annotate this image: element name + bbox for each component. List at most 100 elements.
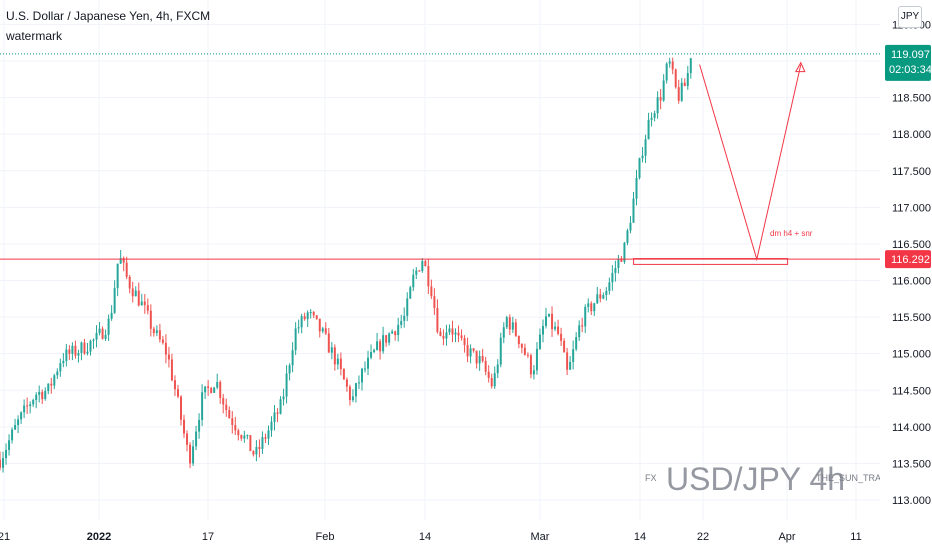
candle-body bbox=[436, 307, 439, 332]
candle-body bbox=[662, 80, 665, 101]
candle-body bbox=[430, 286, 433, 297]
candle-body bbox=[523, 347, 526, 355]
candle-body bbox=[11, 429, 14, 441]
candle-body bbox=[357, 382, 360, 384]
candle-body bbox=[418, 270, 421, 272]
candle-body bbox=[490, 377, 493, 387]
candle-body bbox=[71, 345, 74, 354]
candle-body bbox=[249, 435, 252, 452]
price-tick-label: 117.000 bbox=[892, 202, 931, 214]
candle-body bbox=[557, 326, 560, 334]
candle-body bbox=[502, 327, 505, 338]
candle-body bbox=[617, 258, 620, 269]
candle-body bbox=[397, 324, 400, 336]
candle-body bbox=[611, 272, 614, 283]
candle-body bbox=[228, 410, 231, 419]
candle-body bbox=[367, 357, 370, 369]
candle-body bbox=[158, 330, 161, 340]
candle-body bbox=[535, 348, 538, 371]
last-price-tag: 119.097 02:03:34 bbox=[885, 44, 932, 81]
candle-body bbox=[499, 337, 502, 365]
candle-body bbox=[635, 177, 638, 199]
candle-body bbox=[210, 387, 213, 393]
candle-body bbox=[545, 316, 548, 326]
price-tick-label: 115.500 bbox=[892, 312, 931, 324]
candle-body bbox=[321, 328, 324, 332]
demand-zone-rect[interactable] bbox=[633, 258, 789, 265]
projection-path[interactable] bbox=[699, 64, 802, 262]
time-axis[interactable]: 21 2022 17 Feb 14 Mar 14 22 Apr 11 bbox=[0, 520, 932, 550]
candle-body bbox=[403, 315, 406, 321]
candle-body bbox=[152, 328, 155, 334]
candle-body bbox=[668, 61, 671, 64]
candle-body bbox=[342, 369, 345, 380]
time-tick-label: 11 bbox=[850, 531, 861, 543]
candle-body bbox=[222, 397, 225, 405]
candle-body bbox=[86, 351, 89, 354]
candle-body bbox=[198, 419, 201, 432]
candle-body bbox=[216, 382, 219, 388]
time-tick-label: 17 bbox=[202, 531, 214, 543]
candle-body bbox=[14, 425, 17, 430]
candle-body bbox=[297, 327, 300, 329]
candle-body bbox=[587, 303, 590, 307]
candle-body bbox=[219, 382, 222, 398]
candle-body bbox=[195, 431, 198, 447]
candle-body bbox=[231, 418, 234, 426]
candle-body bbox=[348, 386, 351, 401]
symbol-title[interactable]: U.S. Dollar / Japanese Yen, 4h, FXCM bbox=[6, 9, 211, 23]
candle-body bbox=[53, 375, 56, 386]
candle-body bbox=[541, 325, 544, 335]
candle-body bbox=[89, 340, 92, 352]
candle-body bbox=[623, 242, 626, 262]
currency-button[interactable]: JPY bbox=[898, 6, 922, 28]
candle-body bbox=[192, 446, 195, 464]
candle-body bbox=[92, 339, 95, 341]
candle-body bbox=[415, 270, 418, 275]
candle-body bbox=[554, 326, 557, 330]
candle-body bbox=[605, 290, 608, 296]
candle-body bbox=[439, 331, 442, 337]
candle-body bbox=[5, 449, 8, 459]
candle-body bbox=[0, 459, 1, 468]
candle-body bbox=[125, 262, 128, 277]
candle-body bbox=[511, 322, 514, 330]
candle-body bbox=[306, 312, 309, 320]
candle-body bbox=[173, 380, 176, 390]
candle-body bbox=[62, 360, 65, 364]
candle-body bbox=[179, 396, 182, 420]
candle-body bbox=[116, 263, 119, 289]
candle-body bbox=[74, 345, 77, 356]
candle-body bbox=[360, 368, 363, 383]
candle-body bbox=[466, 345, 469, 357]
candle-body bbox=[2, 458, 5, 468]
time-tick-label: 2022 bbox=[87, 531, 111, 543]
candle-body bbox=[140, 301, 143, 306]
price-tick-label: 116.000 bbox=[892, 276, 931, 288]
price-tick-label: 114.500 bbox=[892, 385, 931, 397]
candle-body bbox=[376, 341, 379, 351]
candle-body bbox=[493, 373, 496, 387]
price-tick-label: 114.000 bbox=[892, 422, 931, 434]
watermark-author: THE_SUN_TRADER bbox=[816, 473, 901, 483]
candle-body bbox=[32, 399, 35, 405]
candle-body bbox=[551, 313, 554, 330]
candle-body bbox=[279, 399, 282, 414]
candle-body bbox=[629, 222, 632, 231]
candle-body bbox=[261, 437, 264, 449]
time-tick-label: Feb bbox=[316, 531, 335, 543]
watermark-indicator-label[interactable]: watermark bbox=[6, 29, 63, 43]
candle-body bbox=[119, 258, 122, 264]
candle-body bbox=[243, 435, 246, 439]
time-tick-label: 14 bbox=[419, 531, 431, 543]
candle-body bbox=[400, 320, 403, 325]
price-tick-label: 118.000 bbox=[892, 129, 931, 141]
candle-body bbox=[454, 332, 457, 335]
candle-body bbox=[300, 316, 303, 328]
candle-body bbox=[146, 305, 149, 311]
candle-body bbox=[213, 387, 216, 393]
last-price-value: 119.097 bbox=[891, 49, 930, 61]
candle-body bbox=[186, 433, 189, 445]
candle-body bbox=[391, 331, 394, 334]
